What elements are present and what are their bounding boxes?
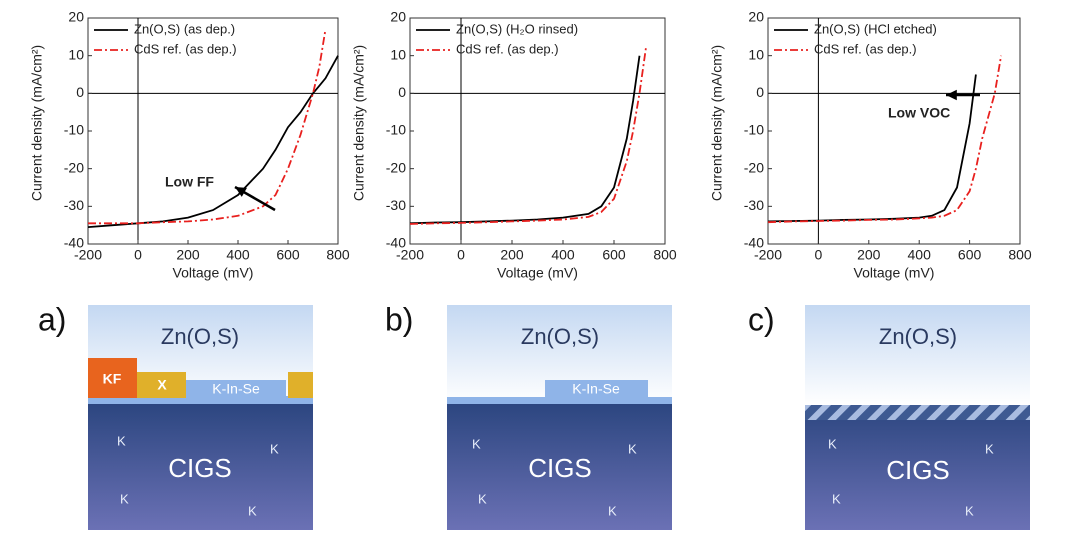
dopant: K xyxy=(608,503,617,518)
y-tick-label: -10 xyxy=(744,122,764,138)
y-tick-label: 10 xyxy=(748,46,764,62)
diagram-b: b) Zn(O,S) K-In-Se CIGS K K K K xyxy=(385,301,672,530)
dopant: K xyxy=(478,491,487,506)
y-axis-label: Current density (mA/cm²) xyxy=(709,45,725,201)
dopant: K xyxy=(832,491,841,506)
x-tick-label: 600 xyxy=(602,247,626,263)
x-tick-label: 0 xyxy=(134,247,142,263)
y-axis-label: Current density (mA/cm²) xyxy=(29,45,45,201)
y-tick-label: 20 xyxy=(390,9,406,25)
x-tick-label: 600 xyxy=(958,247,982,263)
y-tick-label: 0 xyxy=(398,84,406,100)
y-tick-label: -30 xyxy=(744,197,764,213)
diagram-c: c) Zn(O,S) CIGS K K K K xyxy=(748,301,1030,530)
x-tick-label: 800 xyxy=(326,247,350,263)
y-tick-label: -30 xyxy=(64,197,84,213)
y-tick-label: -20 xyxy=(744,159,764,175)
legend-label: Zn(O,S) (H₂O rinsed) xyxy=(456,21,578,36)
panel-label: c) xyxy=(748,301,775,337)
x-tick-label: 0 xyxy=(815,247,823,263)
x-axis-label: Voltage (mV) xyxy=(173,265,254,281)
series-line xyxy=(88,56,338,227)
absorber-label: CIGS xyxy=(168,453,232,483)
x-tick-label: 200 xyxy=(500,247,524,263)
x-tick-label: 800 xyxy=(653,247,677,263)
annotation: Low FF xyxy=(165,174,214,190)
legend-label: Zn(O,S) (as dep.) xyxy=(134,21,235,36)
kinse-layer xyxy=(447,397,672,404)
y-tick-label: 20 xyxy=(68,9,84,25)
kinse-label: K-In-Se xyxy=(212,381,260,397)
legend-label: CdS ref. (as dep.) xyxy=(456,41,559,56)
x-tick-label: 200 xyxy=(857,247,881,263)
x-tick-label: 400 xyxy=(551,247,575,263)
y-tick-label: -20 xyxy=(386,159,406,175)
y-tick-label: 0 xyxy=(756,84,764,100)
etched-layer xyxy=(805,405,1030,420)
dopant: K xyxy=(248,503,257,518)
series-line xyxy=(410,56,640,224)
y-tick-label: -40 xyxy=(386,235,406,251)
absorber-label: CIGS xyxy=(528,453,592,483)
legend-label: CdS ref. (as dep.) xyxy=(814,41,917,56)
x-tick-label: 200 xyxy=(176,247,200,263)
y-axis-label: Current density (mA/cm²) xyxy=(351,45,367,201)
series-line xyxy=(410,48,646,224)
legend-label: Zn(O,S) (HCl etched) xyxy=(814,21,937,36)
y-tick-label: -30 xyxy=(386,197,406,213)
series-line xyxy=(768,75,976,222)
y-tick-label: 10 xyxy=(68,46,84,62)
arrow-head xyxy=(946,90,957,100)
x-tick-label: 800 xyxy=(1008,247,1032,263)
y-tick-label: 10 xyxy=(390,46,406,62)
buffer-label: Zn(O,S) xyxy=(521,324,599,349)
x-tick-label: 0 xyxy=(457,247,465,263)
y-tick-label: -40 xyxy=(744,235,764,251)
dopant: K xyxy=(117,433,126,448)
buffer-label: Zn(O,S) xyxy=(161,324,239,349)
figure: a) Zn(O,S) KF X K-In-Se CIGS K K K K b) … xyxy=(0,0,1067,547)
annotation: Low VOC xyxy=(888,105,950,121)
panel-label: a) xyxy=(38,301,66,337)
y-tick-label: -40 xyxy=(64,235,84,251)
absorber-label: CIGS xyxy=(886,455,950,485)
kf-label: KF xyxy=(103,371,122,387)
dopant: K xyxy=(628,441,637,456)
y-tick-label: -20 xyxy=(64,159,84,175)
y-tick-label: -10 xyxy=(64,122,84,138)
dopant: K xyxy=(270,441,279,456)
dopant: K xyxy=(120,491,129,506)
buffer-layer xyxy=(805,305,1030,405)
buffer-label: Zn(O,S) xyxy=(879,324,957,349)
dopant: K xyxy=(828,436,837,451)
x-block xyxy=(288,372,313,398)
y-tick-label: 0 xyxy=(76,84,84,100)
x-label: X xyxy=(157,377,167,393)
diagram-a: a) Zn(O,S) KF X K-In-Se CIGS K K K K xyxy=(38,301,313,530)
legend-label: CdS ref. (as dep.) xyxy=(134,41,237,56)
x-tick-label: 600 xyxy=(276,247,300,263)
dopant: K xyxy=(472,436,481,451)
y-tick-label: 20 xyxy=(748,9,764,25)
x-tick-label: 400 xyxy=(226,247,250,263)
x-tick-label: 400 xyxy=(908,247,932,263)
dopant: K xyxy=(985,441,994,456)
x-axis-label: Voltage (mV) xyxy=(497,265,578,281)
x-axis-label: Voltage (mV) xyxy=(854,265,935,281)
dopant: K xyxy=(965,503,974,518)
kinse-label: K-In-Se xyxy=(572,381,620,397)
y-tick-label: -10 xyxy=(386,122,406,138)
panel-label: b) xyxy=(385,301,413,337)
